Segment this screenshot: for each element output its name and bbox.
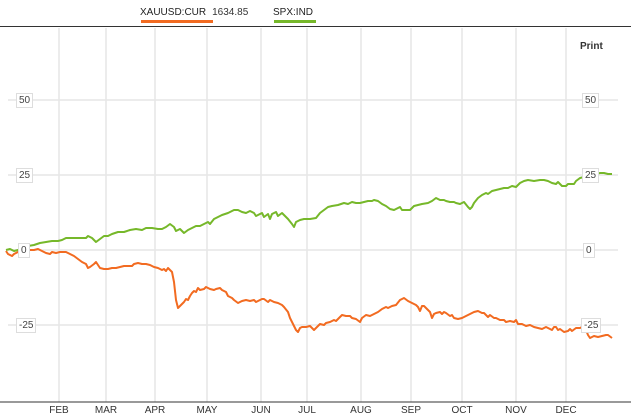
legend-label-xauusd: XAUUSD:CUR (140, 7, 207, 18)
x-axis-label: AUG (350, 405, 372, 416)
y-axis-right-label: 25 (582, 168, 600, 183)
y-axis-left-label: -25 (16, 318, 37, 333)
x-axis-label: MAR (94, 405, 118, 416)
y-axis-right-label: -25 (581, 318, 602, 333)
x-axis-label: JUL (298, 405, 316, 416)
y-axis-right-label: 50 (582, 93, 600, 108)
series-spx-line (5, 172, 612, 252)
x-axis-label: OCT (451, 405, 473, 416)
legend-swatch-green (274, 20, 316, 23)
vertical-gridlines (58, 28, 567, 402)
x-axis-label: DEC (555, 405, 577, 416)
print-button[interactable]: Print (580, 41, 603, 52)
horizontal-gridlines (8, 99, 618, 326)
chart-top-border (0, 26, 631, 27)
legend-item-xauusd[interactable]: XAUUSD:CUR 1634.85 (140, 7, 249, 23)
legend-value-xauusd: 1634.85 (212, 7, 249, 18)
legend-label-spx: SPX:IND (273, 7, 314, 18)
x-axis-label: NOV (505, 405, 527, 416)
y-axis-right-label: 0 (583, 243, 595, 258)
x-axis-label: SEP (400, 405, 422, 416)
x-axis-label: APR (144, 405, 166, 416)
legend-swatch-orange (141, 20, 213, 23)
y-axis-left-label: 50 (16, 93, 34, 108)
y-axis-left-label: 25 (16, 168, 34, 183)
series-xauusd-line (5, 248, 613, 339)
y-axis-left-label: 0 (18, 243, 30, 258)
x-axis-label: JUN (251, 405, 271, 416)
x-axis-label: FEB (49, 405, 69, 416)
x-axis-label: MAY (196, 405, 218, 416)
legend-item-spx[interactable]: SPX:IND (273, 7, 316, 23)
chart-legend: XAUUSD:CUR 1634.85 SPX:IND (0, 4, 631, 24)
